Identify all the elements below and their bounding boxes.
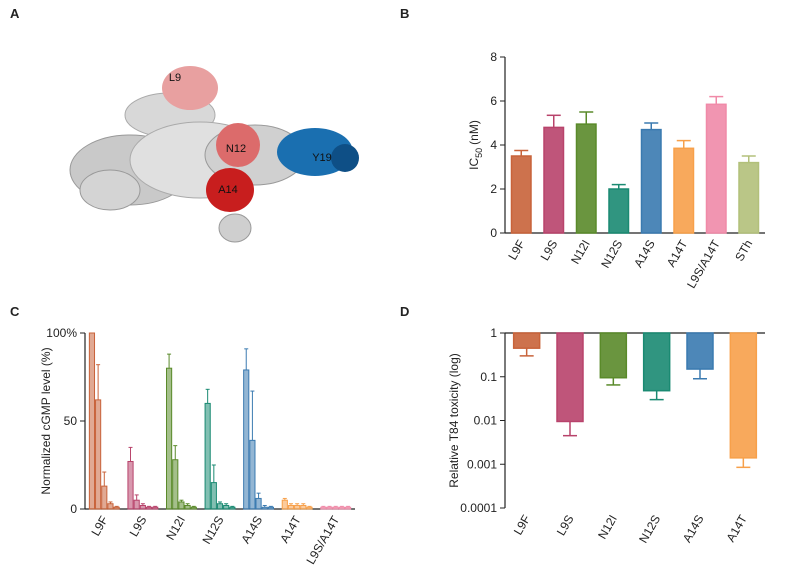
y-tick-label: 0.0001 — [460, 501, 497, 515]
bar — [543, 126, 565, 234]
x-tick-label: A14T — [664, 237, 691, 269]
y-tick-label: 0 — [490, 226, 497, 240]
bar — [139, 504, 146, 510]
bar — [223, 504, 230, 510]
bar — [338, 506, 345, 510]
bar — [686, 332, 714, 370]
x-tick-label: A14T — [277, 513, 304, 545]
bar — [332, 506, 339, 510]
y-axis-label-sub: 50 — [474, 148, 484, 158]
bar — [133, 499, 140, 510]
x-tick-label: A14S — [631, 238, 658, 270]
bar — [172, 459, 179, 510]
bar — [642, 332, 671, 392]
bar — [306, 506, 313, 510]
bar — [190, 506, 197, 510]
panel-label: D — [400, 304, 409, 319]
bar — [738, 161, 760, 234]
bar — [204, 402, 211, 510]
y-tick-label: 2 — [490, 182, 497, 196]
bar — [510, 155, 532, 234]
x-tick-label: A14S — [238, 514, 265, 546]
bar — [243, 369, 250, 510]
bar — [101, 485, 108, 510]
panel-label: A — [10, 6, 20, 21]
x-tick-label: L9S/A14T — [304, 513, 343, 567]
x-tick-label: A14S — [680, 513, 707, 545]
y-tick-label: 6 — [490, 94, 497, 108]
bar — [178, 501, 185, 510]
bar — [216, 503, 224, 510]
x-tick-label: L9F — [88, 514, 110, 539]
y-tick-label: 0.1 — [480, 370, 497, 384]
bar — [512, 332, 541, 349]
bar — [210, 482, 217, 510]
x-tick-label: L9S — [127, 514, 150, 539]
y-axis-label-main: IC — [467, 158, 481, 170]
bar — [255, 497, 262, 510]
bar — [267, 506, 275, 510]
bar — [294, 504, 301, 510]
bar — [326, 506, 333, 510]
x-tick-label: N12I — [163, 514, 188, 543]
bar — [673, 147, 695, 234]
panel-label: C — [10, 304, 20, 319]
bar — [166, 367, 173, 510]
bar — [344, 506, 352, 510]
bar — [107, 503, 114, 510]
x-tick-label: L9F — [505, 238, 527, 263]
molecule — [69, 66, 359, 243]
y-tick-label: 100% — [46, 326, 77, 340]
bar — [281, 499, 288, 510]
x-tick-label: L9S — [554, 513, 577, 538]
bar — [229, 506, 236, 510]
bar — [556, 332, 584, 423]
x-tick-label: A14T — [723, 512, 750, 544]
y-tick-label: 0 — [70, 502, 77, 516]
x-tick-label: L9S — [538, 238, 561, 263]
residue-label: L9 — [169, 72, 181, 84]
bar — [261, 506, 268, 510]
bar — [300, 504, 307, 510]
bar — [705, 103, 727, 234]
residue-label: N12 — [226, 143, 246, 155]
x-tick-label: L9F — [511, 513, 533, 538]
x-tick-label: N12I — [568, 238, 593, 267]
y-tick-label: 1 — [490, 326, 497, 340]
bar — [575, 123, 597, 234]
panel-label: B — [400, 6, 409, 21]
x-tick-label: STh — [732, 238, 755, 264]
bar — [640, 128, 662, 234]
y-tick-label: 8 — [490, 50, 497, 64]
bar — [184, 504, 191, 510]
bar — [95, 399, 102, 510]
bar — [249, 439, 256, 510]
bar — [113, 506, 120, 510]
y-tick-label: 50 — [64, 414, 78, 428]
bar — [152, 506, 159, 510]
bar — [729, 332, 758, 459]
x-tick-label: N12S — [636, 513, 663, 546]
y-tick-label: 0.001 — [467, 457, 497, 471]
x-tick-label: N12S — [199, 514, 226, 547]
bar — [145, 506, 153, 510]
bar — [287, 504, 295, 510]
residue-label: Y19 — [312, 152, 332, 164]
y-axis-label-unit: (nM) — [467, 120, 481, 145]
bar — [127, 460, 134, 510]
bar — [599, 332, 628, 379]
residue-label: A14 — [218, 184, 238, 196]
bar — [88, 332, 96, 510]
y-tick-label: 4 — [490, 138, 497, 152]
y-axis-label: IC50 (nM) — [467, 120, 484, 170]
y-axis-label: Normalized cGMP level (%) — [39, 347, 53, 494]
bar — [608, 188, 630, 234]
bar — [320, 506, 327, 510]
x-tick-label: N12I — [595, 513, 620, 542]
y-axis-label: Relative T84 toxicity (log) — [447, 353, 461, 488]
x-tick-label: N12S — [598, 238, 625, 271]
y-tick-label: 0.01 — [474, 414, 498, 428]
